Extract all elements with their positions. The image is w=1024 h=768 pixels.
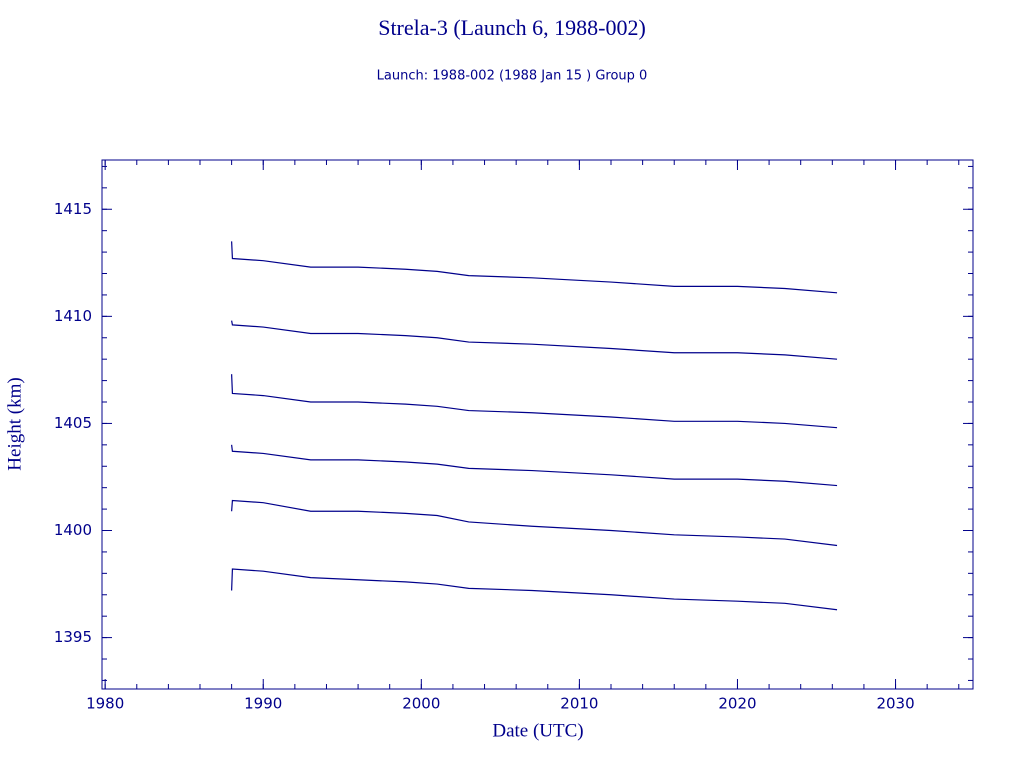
chart-title: Strela-3 (Launch 6, 1988-002) xyxy=(378,15,646,40)
y-tick-label: 1415 xyxy=(54,200,92,218)
x-tick-label: 2030 xyxy=(876,695,914,713)
y-tick-label: 1395 xyxy=(54,628,92,646)
data-line xyxy=(231,499,838,547)
x-axis-label: Date (UTC) xyxy=(492,720,583,741)
y-axis-label: Height (km) xyxy=(4,377,25,470)
y-tick-label: 1410 xyxy=(54,307,92,325)
y-tick-label: 1400 xyxy=(54,521,92,539)
plot-frame xyxy=(101,159,974,690)
x-tick-label: 1990 xyxy=(244,695,282,713)
chart-subtitle: Launch: 1988-002 (1988 Jan 15 ) Group 0 xyxy=(377,69,648,84)
y-tick-label: 1405 xyxy=(54,414,92,432)
data-line xyxy=(231,568,838,611)
data-line xyxy=(231,374,838,429)
data-line xyxy=(231,241,838,294)
x-tick-label: 2000 xyxy=(402,695,440,713)
x-tick-label: 1980 xyxy=(86,695,124,713)
data-line xyxy=(231,444,838,487)
data-line xyxy=(231,320,838,360)
x-tick-label: 2010 xyxy=(560,695,598,713)
x-tick-label: 2020 xyxy=(718,695,756,713)
